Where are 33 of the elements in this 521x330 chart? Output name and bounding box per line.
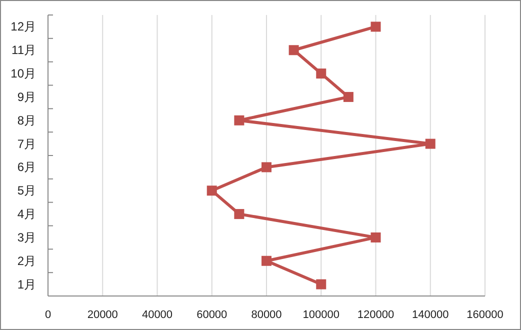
point bbox=[234, 115, 244, 126]
y-tick-label: 8月 bbox=[17, 113, 36, 128]
y-tick-label: 6月 bbox=[17, 160, 36, 174]
point bbox=[370, 22, 381, 32]
point bbox=[316, 68, 326, 79]
y-tick-label: 12月 bbox=[10, 20, 36, 34]
x-tick-label: 60000 bbox=[196, 309, 228, 321]
point bbox=[316, 279, 326, 290]
point bbox=[370, 232, 381, 242]
y-tick-label: 11月 bbox=[12, 43, 36, 58]
x-tick-label: 40000 bbox=[142, 309, 173, 321]
y-tick-label: 3月 bbox=[17, 230, 36, 244]
y-tick-label: 5月 bbox=[17, 184, 36, 198]
x-tick-label: 140000 bbox=[412, 309, 449, 321]
point bbox=[262, 256, 272, 266]
x-tick-label: 0 bbox=[44, 309, 52, 321]
point bbox=[234, 209, 244, 220]
x-tick-label: 160000 bbox=[466, 309, 504, 321]
x-tick-label: 20000 bbox=[87, 309, 118, 321]
y-tick-label: 1月 bbox=[17, 277, 36, 292]
y-tick-label: 2月 bbox=[17, 254, 36, 268]
point bbox=[343, 92, 354, 102]
y-tick-label: 4月 bbox=[17, 207, 36, 222]
y-tick-label: 9月 bbox=[17, 90, 36, 104]
x-tick-label: 100000 bbox=[302, 309, 340, 321]
x-tick-label: 80000 bbox=[251, 309, 282, 321]
point bbox=[425, 138, 436, 149]
point bbox=[288, 45, 299, 56]
y-tick-label: 10月 bbox=[10, 66, 36, 81]
y-tick-label: 7月 bbox=[17, 136, 36, 151]
point bbox=[262, 162, 272, 172]
point bbox=[206, 186, 217, 196]
x-tick-label: 120000 bbox=[357, 309, 394, 321]
